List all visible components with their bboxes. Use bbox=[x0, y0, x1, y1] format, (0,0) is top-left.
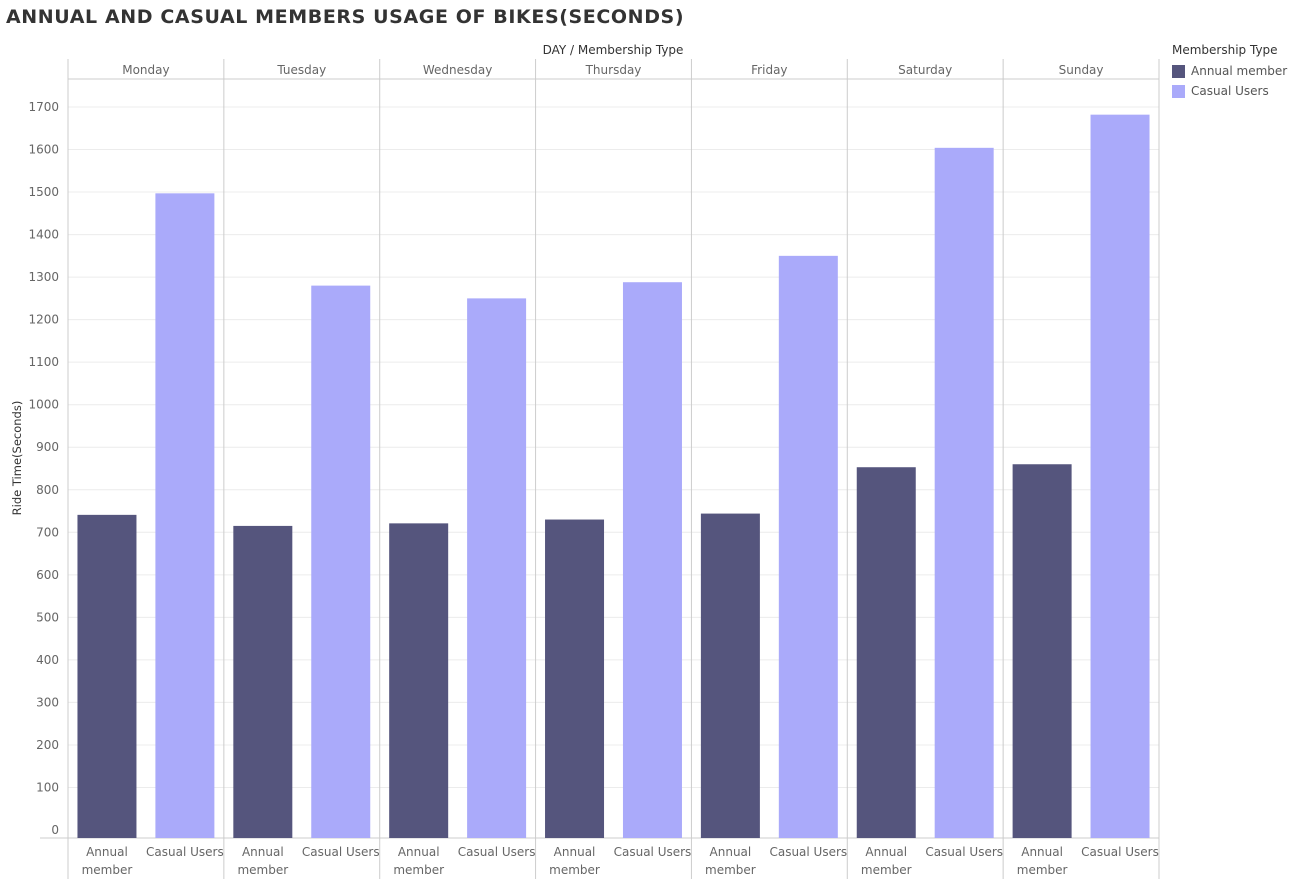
x-tick-label: Annual bbox=[710, 845, 752, 859]
y-tick-label: 1100 bbox=[28, 355, 59, 369]
x-tick-label: Casual Users bbox=[1081, 845, 1159, 859]
y-tick-label: 1000 bbox=[28, 398, 59, 412]
chart-title: ANNUAL AND CASUAL MEMBERS USAGE OF BIKES… bbox=[6, 6, 685, 28]
day-header-friday: Friday bbox=[751, 63, 787, 77]
bar-friday-annual-member bbox=[700, 513, 760, 838]
legend-title: Membership Type bbox=[1172, 43, 1278, 57]
x-tick-label: Annual bbox=[865, 845, 907, 859]
bar-thursday-casual-users bbox=[622, 282, 682, 838]
day-header-saturday: Saturday bbox=[898, 63, 952, 77]
y-tick-label: 1600 bbox=[28, 143, 59, 157]
y-tick-label: 200 bbox=[36, 738, 59, 752]
x-tick-label: member bbox=[393, 863, 444, 877]
column-header: DAY / Membership Type bbox=[543, 43, 684, 57]
y-tick-label: 900 bbox=[36, 440, 59, 454]
legend: Membership Type Annual member Casual Use… bbox=[1172, 43, 1287, 101]
legend-label-casual-users: Casual Users bbox=[1191, 84, 1269, 98]
day-header-tuesday: Tuesday bbox=[276, 63, 326, 77]
y-tick-label: 800 bbox=[36, 483, 59, 497]
bar-saturday-annual-member bbox=[856, 467, 916, 838]
bar-saturday-casual-users bbox=[934, 147, 994, 838]
bar-tuesday-annual-member bbox=[233, 525, 293, 838]
x-tick-label: Annual bbox=[398, 845, 440, 859]
bar-monday-casual-users bbox=[155, 193, 215, 838]
y-tick-label: 100 bbox=[36, 780, 59, 794]
y-tick-label: 400 bbox=[36, 653, 59, 667]
x-tick-label: Annual bbox=[86, 845, 128, 859]
x-tick-label: Casual Users bbox=[146, 845, 224, 859]
y-axis-label: Ride Time(Seconds) bbox=[10, 401, 24, 516]
legend-swatch-casual-users bbox=[1172, 84, 1185, 98]
x-tick-label: Annual bbox=[1021, 845, 1063, 859]
bar-thursday-annual-member bbox=[545, 519, 605, 838]
bar-chart: DAY / Membership Type 0 100 200 300 400 500 600… bbox=[10, 43, 1160, 879]
bar-wednesday-annual-member bbox=[389, 523, 449, 838]
day-header-monday: Monday bbox=[122, 63, 169, 77]
y-tick-label: 1400 bbox=[28, 228, 59, 242]
day-header-sunday: Sunday bbox=[1059, 63, 1104, 77]
y-tick-label: 300 bbox=[36, 695, 59, 709]
x-tick-label: member bbox=[705, 863, 756, 877]
x-tick-label: Casual Users bbox=[458, 845, 536, 859]
x-tick-label: member bbox=[82, 863, 133, 877]
bar-sunday-casual-users bbox=[1090, 114, 1150, 839]
y-tick-label: 1200 bbox=[28, 313, 59, 327]
bar-monday-annual-member bbox=[77, 514, 137, 838]
bar-tuesday-casual-users bbox=[311, 285, 371, 838]
bar-friday-casual-users bbox=[778, 255, 838, 839]
bar-wednesday-casual-users bbox=[467, 298, 527, 839]
x-tick-label: member bbox=[237, 863, 288, 877]
x-tick-label: Casual Users bbox=[614, 845, 692, 859]
day-header-thursday: Thursday bbox=[585, 63, 642, 77]
legend-item-annual-member[interactable]: Annual member bbox=[1172, 61, 1287, 81]
y-tick-label: 0 bbox=[51, 823, 59, 837]
legend-label-annual-member: Annual member bbox=[1191, 64, 1288, 78]
legend-item-casual-users[interactable]: Casual Users bbox=[1172, 81, 1287, 101]
x-tick-label: member bbox=[549, 863, 600, 877]
bar-sunday-annual-member bbox=[1012, 464, 1072, 838]
x-tick-label: Annual bbox=[554, 845, 596, 859]
x-tick-label: Casual Users bbox=[769, 845, 847, 859]
y-tick-label: 600 bbox=[36, 568, 59, 582]
x-tick-label: Annual bbox=[242, 845, 284, 859]
y-tick-label: 1500 bbox=[28, 185, 59, 199]
x-tick-label: Casual Users bbox=[925, 845, 1003, 859]
legend-swatch-annual-member bbox=[1172, 64, 1185, 78]
y-tick-label: 500 bbox=[36, 610, 59, 624]
y-tick-label: 1300 bbox=[28, 270, 59, 284]
y-tick-label: 700 bbox=[36, 525, 59, 539]
x-tick-label: Casual Users bbox=[302, 845, 380, 859]
day-header-wednesday: Wednesday bbox=[423, 63, 492, 77]
y-tick-label: 1700 bbox=[28, 100, 59, 114]
x-tick-label: member bbox=[1017, 863, 1068, 877]
x-tick-label: member bbox=[861, 863, 912, 877]
